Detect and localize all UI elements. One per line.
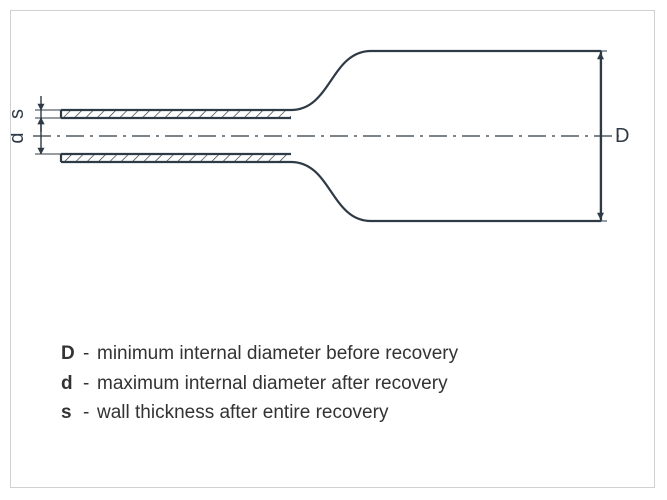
legend-desc: wall thickness after entire recovery [97,400,388,426]
legend-symbol: s [61,400,83,426]
legend-dash: - [83,341,97,367]
legend-row: s - wall thickness after entire recovery [61,400,458,426]
legend-row: D - minimum internal diameter before rec… [61,341,458,367]
legend-dash: - [83,400,97,426]
legend-desc: maximum internal diameter after recovery [97,371,448,397]
legend-dash: - [83,371,97,397]
legend-desc: minimum internal diameter before recover… [97,341,458,367]
label-s: s [11,109,28,119]
label-D: D [615,125,629,147]
heat-shrink-diagram: Dd s [11,11,656,271]
legend-symbol: D [61,341,83,367]
legend-symbol: d [61,371,83,397]
label-d: d [11,132,28,143]
page-frame: Dds D - minimum internal diameter before… [10,10,655,488]
legend: D - minimum internal diameter before rec… [61,341,458,430]
legend-row: d - maximum internal diameter after reco… [61,371,458,397]
